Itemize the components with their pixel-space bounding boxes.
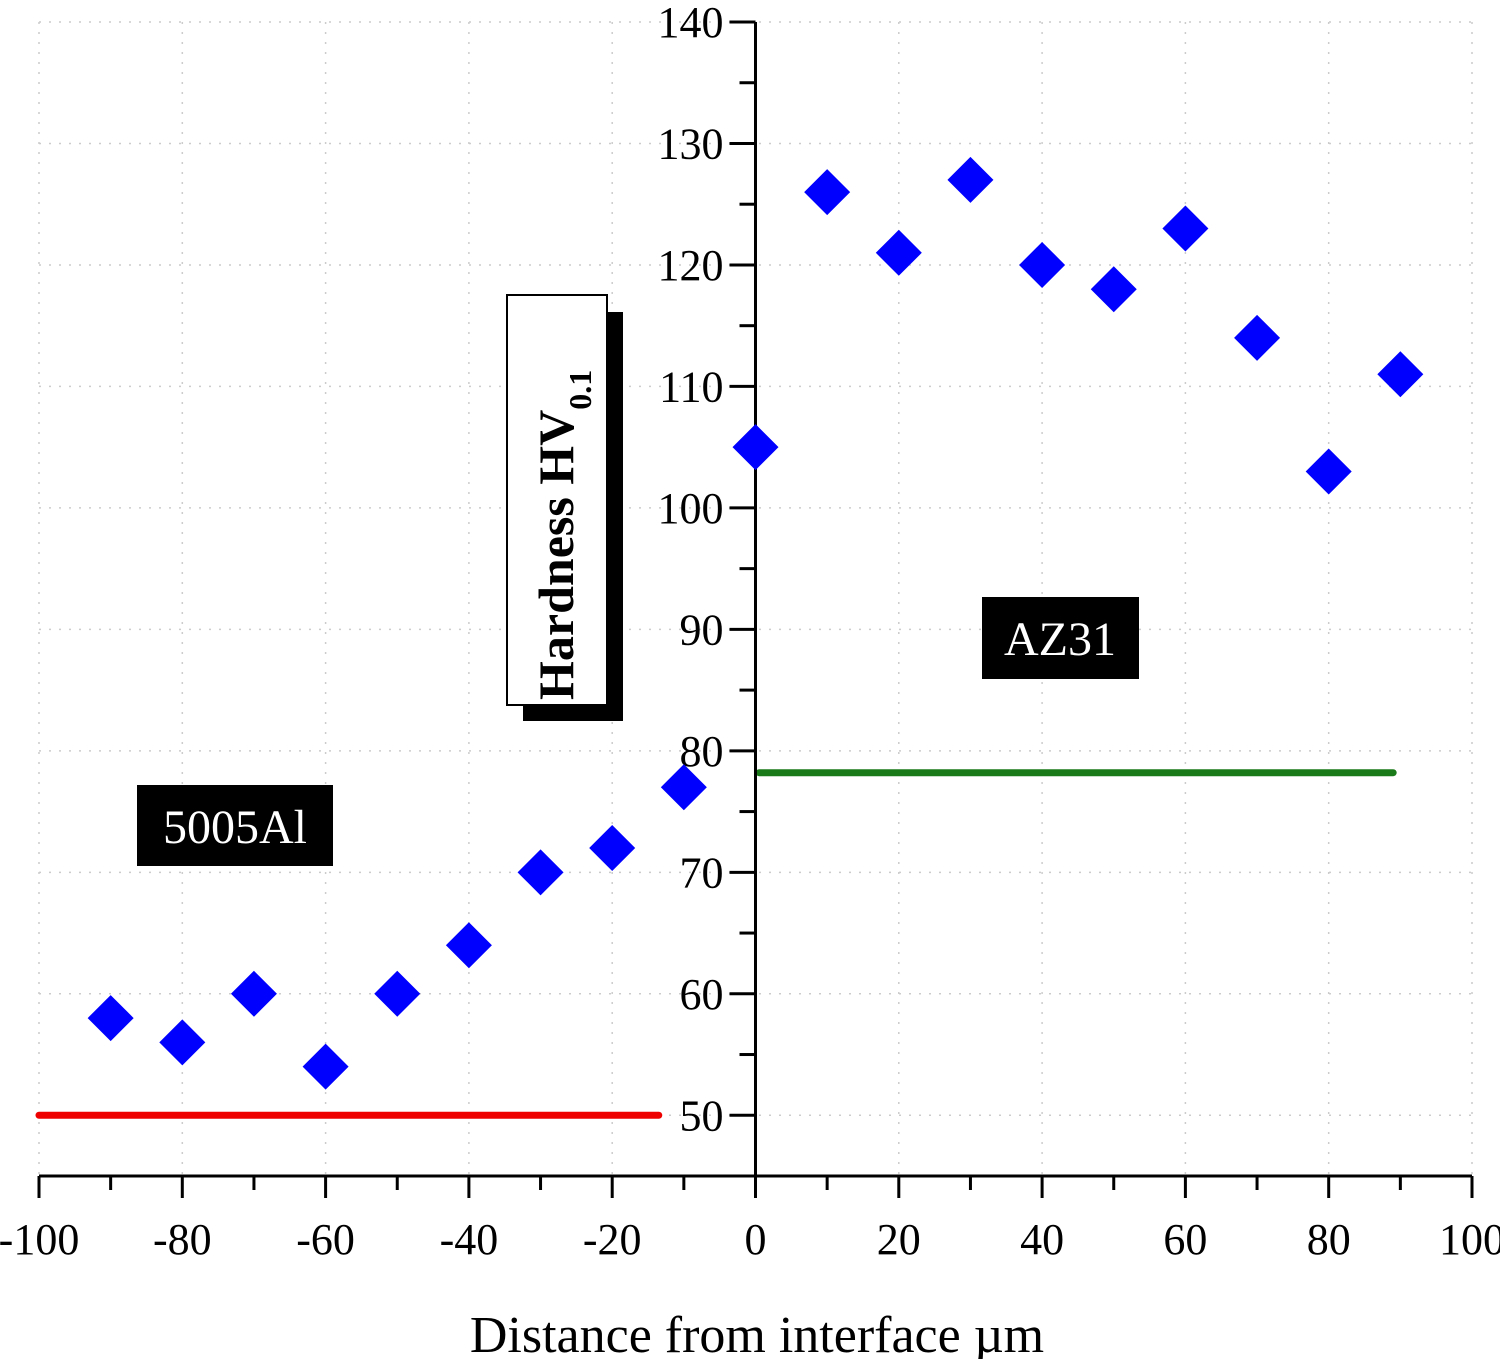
y-axis-title-text: Hardness HV [528, 410, 584, 700]
annotation-az31-text: AZ31 [1004, 613, 1116, 666]
y-tick-label: 130 [658, 119, 724, 168]
data-point-diamond [87, 995, 134, 1042]
x-tick-label: -100 [0, 1215, 79, 1264]
reference-lines [35, 769, 1397, 1119]
data-point-diamond [589, 825, 636, 872]
data-point-diamond [1305, 448, 1352, 495]
data-point-diamond [517, 849, 564, 896]
data-point-diamond [660, 764, 707, 811]
y-tick-label: 140 [658, 0, 724, 47]
data-point-diamond [1162, 205, 1209, 252]
x-tick-label: -20 [583, 1215, 642, 1264]
data-point-diamond [732, 424, 779, 471]
x-tick-label: 80 [1307, 1215, 1351, 1264]
y-tick-label: 100 [658, 484, 724, 533]
data-point-diamond [230, 970, 277, 1017]
data-point-diamond [374, 970, 421, 1017]
data-point-diamond [1234, 314, 1281, 361]
annotation-az31: AZ31 [982, 597, 1139, 679]
axes: -100 -80 -60 -40 -20 0 20 40 60 80 100506070809010… [0, 0, 1500, 1264]
data-point-diamond [804, 169, 851, 216]
annotation-5005al: 5005Al [137, 785, 333, 866]
y-tick-label: 90 [680, 605, 724, 654]
data-point-diamond [1090, 266, 1137, 313]
x-tick-label: 40 [1020, 1215, 1064, 1264]
x-axis-title: Distance from interface µm [470, 1307, 1044, 1359]
y-tick-label: 110 [659, 362, 723, 411]
data-point-diamond [1377, 351, 1424, 398]
data-point-diamond [445, 922, 492, 969]
data-point-diamond [159, 1019, 206, 1066]
x-tick-label: 60 [1163, 1215, 1207, 1264]
y-tick-label: 120 [658, 241, 724, 290]
data-point-diamond [947, 156, 994, 203]
y-tick-label: 50 [680, 1091, 724, 1140]
x-tick-label: -60 [296, 1215, 355, 1264]
data-points [87, 156, 1424, 1090]
data-point-diamond [302, 1043, 349, 1090]
y-axis-title: Hardness HV0.1 [506, 294, 623, 721]
x-tick-label: -80 [153, 1215, 212, 1264]
y-tick-label: 70 [680, 848, 724, 897]
annotation-5005al-text: 5005Al [163, 801, 307, 854]
x-tick-label: -40 [440, 1215, 499, 1264]
x-tick-label: 20 [877, 1215, 921, 1264]
svg-text:Hardness HV0.1: Hardness HV0.1 [528, 370, 598, 700]
x-tick-label: 0 [745, 1215, 767, 1264]
data-point-diamond [875, 229, 922, 276]
y-axis-title-subscript: 0.1 [562, 370, 598, 410]
x-tick-label: 100 [1439, 1215, 1500, 1264]
y-tick-label: 60 [680, 970, 724, 1019]
data-point-diamond [1019, 241, 1066, 288]
